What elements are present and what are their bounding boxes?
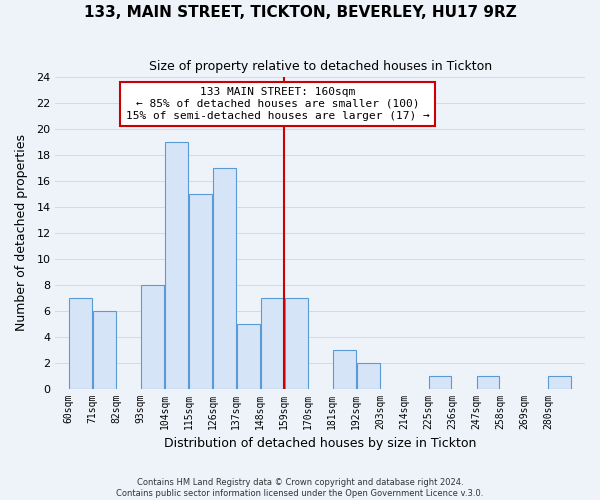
Bar	[213, 168, 236, 388]
Bar	[261, 298, 284, 388]
Bar	[285, 298, 308, 388]
Bar	[69, 298, 92, 388]
Bar	[476, 376, 499, 388]
Title: Size of property relative to detached houses in Tickton: Size of property relative to detached ho…	[149, 60, 492, 73]
Bar	[165, 142, 188, 388]
Bar	[93, 310, 116, 388]
Bar	[141, 284, 164, 389]
Bar	[428, 376, 451, 388]
Bar	[548, 376, 571, 388]
Text: 133 MAIN STREET: 160sqm
← 85% of detached houses are smaller (100)
15% of semi-d: 133 MAIN STREET: 160sqm ← 85% of detache…	[126, 88, 430, 120]
Bar	[333, 350, 356, 389]
Text: Contains HM Land Registry data © Crown copyright and database right 2024.
Contai: Contains HM Land Registry data © Crown c…	[116, 478, 484, 498]
Y-axis label: Number of detached properties: Number of detached properties	[15, 134, 28, 331]
Bar	[189, 194, 212, 388]
Text: 133, MAIN STREET, TICKTON, BEVERLEY, HU17 9RZ: 133, MAIN STREET, TICKTON, BEVERLEY, HU1…	[83, 5, 517, 20]
Bar	[357, 362, 380, 388]
X-axis label: Distribution of detached houses by size in Tickton: Distribution of detached houses by size …	[164, 437, 476, 450]
Bar	[237, 324, 260, 388]
